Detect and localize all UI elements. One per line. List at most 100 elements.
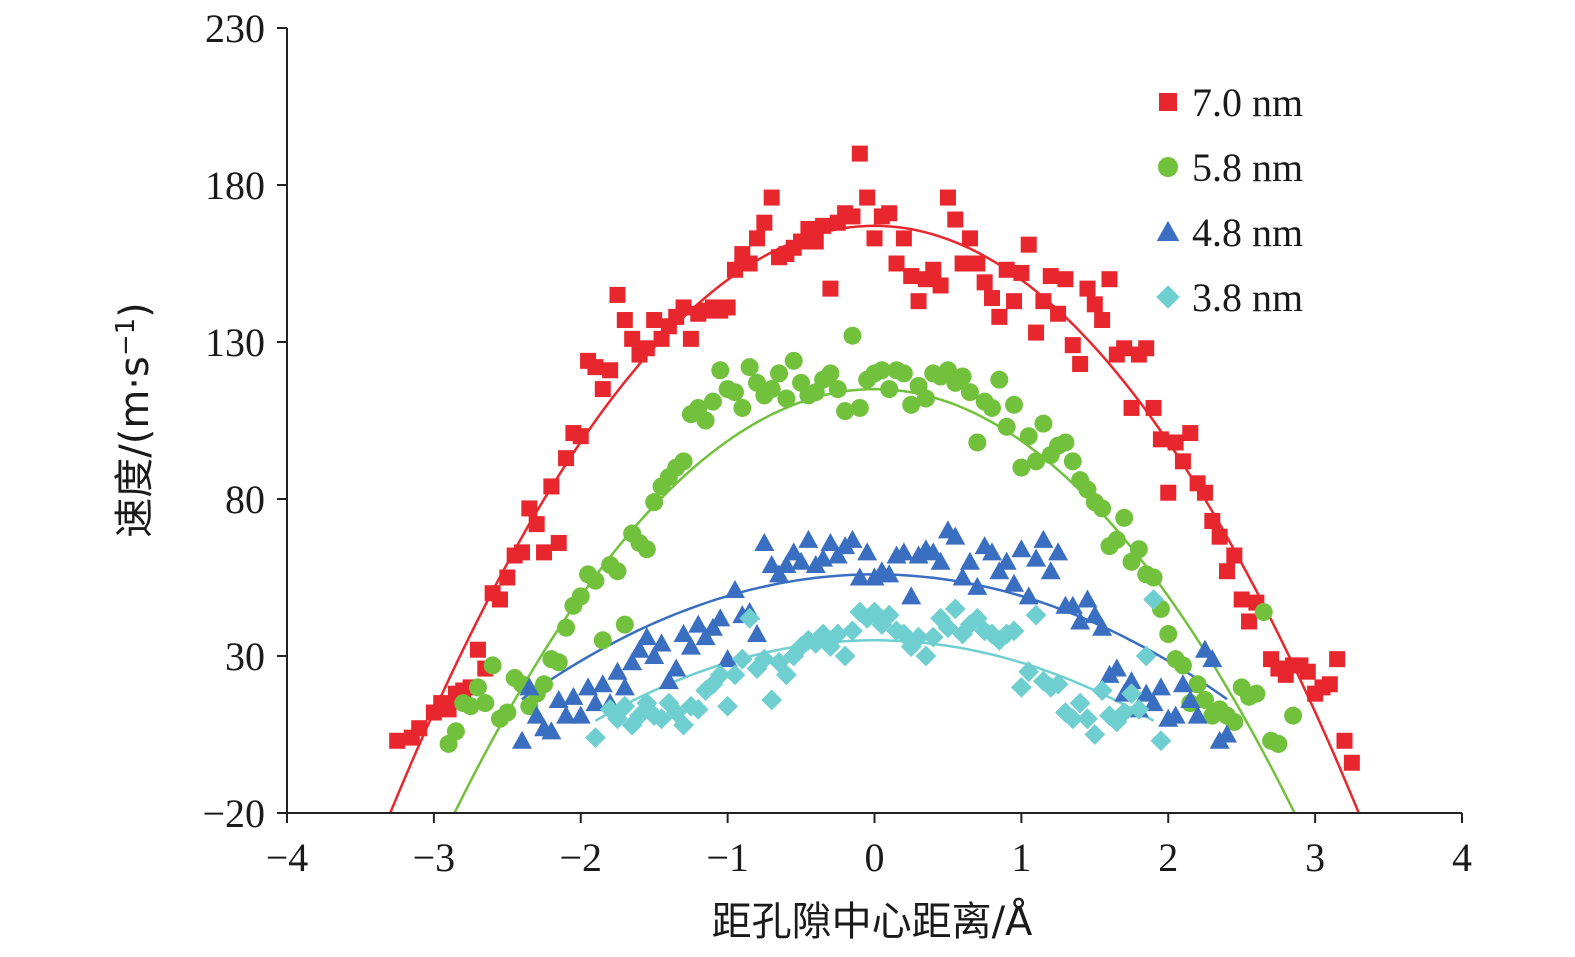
data-point (607, 661, 628, 680)
data-point (491, 591, 508, 608)
x-tick-label: 4 (1452, 835, 1472, 880)
data-point (866, 230, 883, 247)
data-point (1026, 548, 1047, 567)
axes: −4 −3 −2 −1 0 1 2 3 4 −20 30 80 130 180 230 (202, 6, 1472, 880)
data-point (1079, 280, 1096, 297)
data-point (1143, 589, 1164, 610)
data-point (939, 189, 956, 206)
data-point (1115, 508, 1134, 527)
data-point (609, 286, 626, 303)
data-point (783, 542, 804, 561)
data-point (646, 312, 663, 329)
data-point (1042, 268, 1059, 285)
data-point (901, 586, 922, 605)
data-point (666, 658, 687, 677)
data-point (1136, 683, 1157, 702)
data-point (1321, 676, 1338, 693)
data-point (578, 677, 599, 696)
data-point (916, 389, 935, 408)
legend-marker-3 (1156, 220, 1180, 241)
data-point (548, 689, 569, 708)
data-point (1247, 684, 1266, 703)
data-point (616, 312, 633, 329)
data-point (1152, 431, 1169, 448)
data-point (880, 380, 899, 399)
data-point (895, 230, 912, 247)
data-point (1018, 586, 1039, 605)
legend-marker-2 (1158, 157, 1178, 177)
data-point (521, 500, 538, 517)
data-point (731, 648, 753, 670)
data-point (959, 551, 980, 570)
data-points (389, 145, 1360, 771)
data-point (879, 564, 900, 583)
data-point (859, 189, 876, 206)
data-point (1329, 651, 1346, 668)
y-tick-label: 130 (205, 320, 265, 365)
data-point (483, 656, 502, 675)
data-point (815, 217, 832, 234)
data-point (1165, 705, 1186, 724)
y-axis-title-sup: −1 (111, 318, 141, 356)
data-point (1167, 434, 1184, 451)
data-point (1062, 708, 1084, 730)
data-point (594, 381, 611, 398)
data-point (541, 721, 562, 740)
y-axis-title: 速度/(m·s−1) (111, 302, 158, 538)
data-point (629, 639, 650, 658)
data-point (585, 727, 606, 749)
data-point (741, 255, 758, 272)
data-point (990, 370, 1009, 389)
data-point (1063, 452, 1082, 471)
data-point (1188, 675, 1207, 694)
data-point (976, 274, 993, 291)
data-point (843, 326, 862, 345)
x-tick-label: 3 (1305, 835, 1325, 880)
data-point (923, 542, 944, 561)
data-point (651, 708, 672, 730)
series-3-points (512, 520, 1237, 749)
data-point (749, 230, 765, 247)
data-point (624, 330, 641, 347)
data-point (1106, 658, 1127, 677)
data-point (1202, 649, 1223, 668)
data-point (991, 308, 1008, 325)
data-point (937, 617, 959, 639)
data-point (570, 705, 591, 724)
data-point (556, 705, 577, 724)
data-point (1138, 340, 1155, 357)
data-point (961, 230, 978, 247)
data-point (761, 554, 782, 573)
data-point (1254, 603, 1273, 622)
data-point (969, 255, 986, 272)
data-point (944, 598, 966, 620)
data-point (915, 645, 937, 667)
data-point (836, 402, 855, 421)
y-tick-label: 30 (225, 634, 265, 679)
data-point (673, 624, 694, 643)
data-point (878, 604, 900, 626)
data-point (1034, 414, 1053, 433)
data-point (717, 695, 739, 717)
series-2-points (439, 326, 1303, 753)
data-point (1121, 671, 1142, 690)
data-point (945, 526, 966, 545)
data-point (571, 587, 590, 606)
legend-label-1: 7.0 nm (1192, 80, 1303, 125)
data-point (1013, 264, 1030, 281)
data-point (807, 233, 824, 250)
data-point (585, 693, 606, 712)
x-axis-title: 距孔隙中心距离/Å (712, 897, 1033, 945)
data-point (1336, 732, 1353, 749)
data-point (1113, 702, 1135, 723)
data-point (756, 214, 773, 231)
x-tick-label: −2 (559, 835, 602, 880)
y-tick-label: 230 (205, 6, 265, 51)
data-point (557, 618, 576, 637)
data-point (614, 695, 636, 717)
data-point (498, 703, 517, 722)
data-point (952, 567, 973, 586)
data-point (543, 478, 560, 495)
legend-marker-1 (1159, 93, 1177, 111)
